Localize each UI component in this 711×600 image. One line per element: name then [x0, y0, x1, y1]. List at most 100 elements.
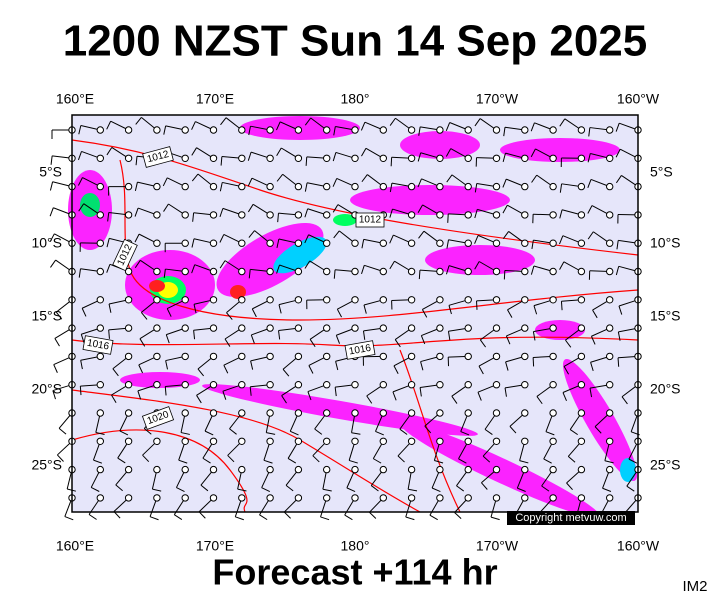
barb-station — [153, 437, 161, 445]
barb-flag — [220, 156, 223, 166]
barb-flag — [307, 391, 312, 401]
barb-station — [96, 126, 105, 134]
barb-station — [577, 154, 586, 163]
map-frame — [71, 114, 639, 513]
barb-station — [351, 437, 359, 445]
barb-station — [96, 352, 105, 361]
barb-station — [209, 494, 218, 502]
barb-flag — [615, 148, 621, 158]
barb-station — [209, 465, 218, 474]
barb-station — [266, 182, 274, 191]
barb-flag — [484, 428, 493, 435]
barb-station — [464, 409, 472, 417]
barb-flag — [191, 173, 199, 182]
barb-flag — [560, 301, 563, 311]
barb-flag — [193, 304, 197, 314]
top-axis-label: 180° — [341, 91, 370, 107]
barb-station — [464, 437, 472, 445]
barb-station — [492, 239, 501, 247]
barb-flag — [196, 395, 202, 404]
barb-flag — [447, 331, 451, 341]
barb-station — [96, 324, 105, 332]
barb-station — [436, 211, 444, 219]
barb-station — [436, 154, 444, 163]
barb-station — [124, 465, 133, 474]
barb-station — [96, 267, 105, 276]
barb-flag — [193, 330, 196, 340]
barb-station — [436, 126, 444, 134]
barb-flag — [474, 118, 481, 127]
barb-flag — [278, 330, 281, 340]
barb-flag — [451, 395, 458, 404]
barb-flag — [53, 364, 58, 373]
barb-flag — [309, 339, 316, 348]
barb-station — [294, 267, 303, 276]
barb-station — [238, 182, 246, 191]
barb-station — [464, 211, 472, 219]
barb-flag — [617, 357, 620, 367]
barb-flag — [191, 121, 196, 130]
barb-flag — [80, 334, 85, 343]
barb-flag — [530, 148, 536, 158]
barb-station — [153, 352, 161, 361]
barb-station — [379, 437, 387, 445]
barb-flag — [445, 148, 452, 157]
barb-station — [492, 494, 501, 502]
barb-flag — [375, 430, 384, 436]
barb-station — [294, 154, 303, 163]
barb-station — [238, 494, 246, 502]
barb-station — [606, 352, 614, 361]
barb-flag — [106, 121, 112, 130]
barb-station — [238, 381, 246, 389]
barb-flag — [138, 364, 144, 374]
barb-flag — [420, 335, 426, 345]
barb-flag — [304, 260, 311, 269]
barb-flag — [536, 396, 543, 405]
barb-flag — [134, 260, 141, 269]
barb-station — [124, 437, 133, 445]
bottom-axis-label: 160°W — [617, 538, 660, 554]
barb-flag — [530, 122, 535, 132]
barb-flag — [504, 387, 507, 397]
barb-station — [407, 409, 416, 417]
barb-station — [492, 465, 501, 474]
barb-flag — [474, 209, 478, 219]
barb-flag — [54, 338, 60, 347]
barb-station — [351, 239, 359, 247]
barb-station — [407, 324, 416, 332]
barb-flag — [111, 394, 117, 403]
barb-flag — [278, 304, 282, 314]
barb-flag — [592, 309, 598, 319]
barb-flag — [420, 361, 424, 371]
barb-station — [379, 296, 387, 304]
barb-station — [266, 494, 274, 502]
barb-station — [436, 296, 444, 304]
barb-flag — [421, 309, 428, 318]
isobar-label: 1016 — [82, 335, 114, 355]
barb-station — [181, 296, 189, 304]
right-axis-label: 15°S — [650, 308, 681, 324]
barb-flag — [137, 390, 142, 400]
barb-station — [379, 381, 387, 389]
barb-station — [238, 409, 246, 417]
barb-station — [464, 324, 472, 332]
barb-station — [521, 494, 529, 502]
barb-station — [294, 239, 303, 247]
barb-flag — [64, 516, 74, 521]
barb-flag — [78, 203, 85, 212]
barb-flag — [149, 516, 159, 521]
barb-flag — [247, 177, 253, 187]
barb-flag — [419, 387, 422, 397]
barb-station — [124, 211, 133, 219]
top-axis-label: 160°W — [617, 91, 660, 107]
barb-flag — [200, 484, 209, 492]
barb-station — [606, 182, 614, 191]
barb-station — [492, 267, 501, 276]
barb-flag — [165, 334, 170, 344]
isobar-label-box — [344, 340, 376, 360]
barb-flag — [247, 204, 254, 213]
barb-flag — [78, 268, 81, 278]
barb-flag — [106, 147, 113, 156]
barb-station — [379, 182, 387, 191]
barb-flag — [559, 118, 566, 127]
